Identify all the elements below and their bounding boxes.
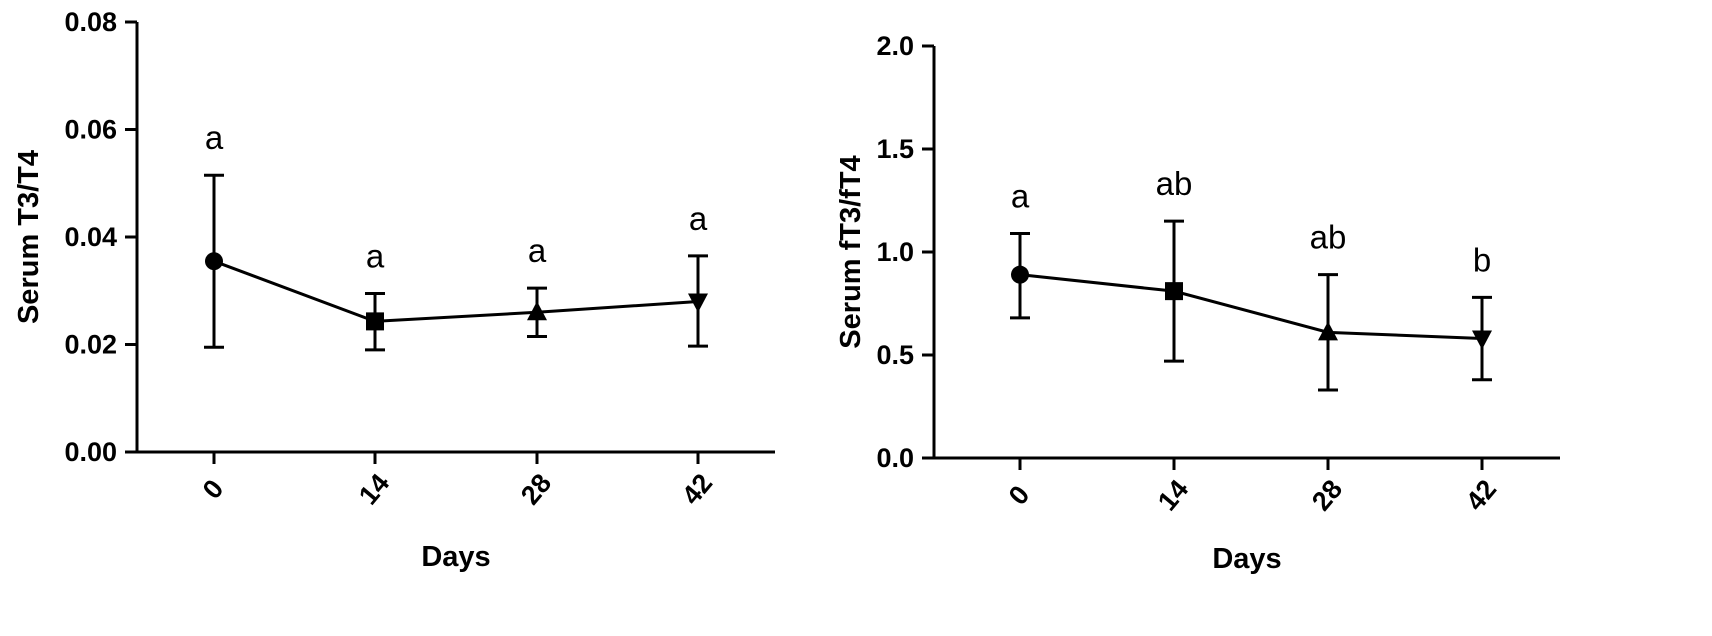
significance-label: a bbox=[366, 237, 385, 274]
y-axis-title: Serum T3/T4 bbox=[13, 150, 45, 324]
y-tick-label: 2.0 bbox=[876, 31, 914, 61]
y-tick-label: 0.00 bbox=[64, 437, 117, 467]
y-tick-label: 1.5 bbox=[876, 134, 914, 164]
x-tick-label: 28 bbox=[515, 468, 557, 510]
x-tick-label: 14 bbox=[353, 468, 395, 510]
data-point-triangle-up bbox=[527, 301, 547, 321]
chart-serum-ft3-ft4: 0.0 0.5 1.0 1.5 2.0 0 14 28 42 Days Serum fT3/fT4 a… bbox=[835, 31, 1560, 575]
chart-serum-t3-t4: 0.00 0.02 0.04 0.06 0.08 0 14 28 42 Days Serum T3/… bbox=[13, 7, 775, 573]
x-tick-label: 42 bbox=[676, 468, 718, 510]
series-line bbox=[213, 259, 699, 323]
x-tick-label: 0 bbox=[1003, 480, 1036, 511]
significance-label: a bbox=[205, 119, 224, 156]
data-point-square bbox=[1165, 282, 1183, 301]
x-tick-label: 28 bbox=[1306, 474, 1348, 516]
y-tick-label: 0.04 bbox=[64, 222, 117, 252]
significance-label: a bbox=[1011, 177, 1030, 214]
y-tick-label: 0.06 bbox=[64, 115, 117, 145]
data-point-triangle-down bbox=[688, 293, 708, 313]
x-axis-title: Days bbox=[1212, 543, 1281, 575]
significance-label: ab bbox=[1156, 165, 1193, 202]
y-tick-label: 0.08 bbox=[64, 7, 117, 37]
significance-label: a bbox=[528, 232, 547, 269]
y-tick-label: 1.0 bbox=[876, 237, 914, 267]
y-axis-title: Serum fT3/fT4 bbox=[835, 155, 867, 348]
x-axis-title: Days bbox=[421, 541, 490, 573]
data-point-circle bbox=[205, 252, 223, 271]
series-line bbox=[1019, 273, 1483, 341]
significance-label: ab bbox=[1310, 219, 1347, 256]
x-tick-label: 0 bbox=[197, 474, 230, 505]
significance-label: a bbox=[689, 200, 708, 237]
data-point-square bbox=[366, 312, 384, 331]
x-tick-label: 14 bbox=[1152, 474, 1194, 516]
data-point-circle bbox=[1011, 265, 1029, 284]
data-point-triangle-up bbox=[1318, 321, 1338, 341]
data-point-triangle-down bbox=[1472, 330, 1492, 350]
y-tick-label: 0.0 bbox=[876, 443, 914, 473]
y-tick-label: 0.02 bbox=[64, 330, 117, 360]
y-tick-label: 0.5 bbox=[876, 340, 914, 370]
significance-label: b bbox=[1473, 241, 1491, 278]
x-tick-label: 42 bbox=[1460, 474, 1502, 516]
